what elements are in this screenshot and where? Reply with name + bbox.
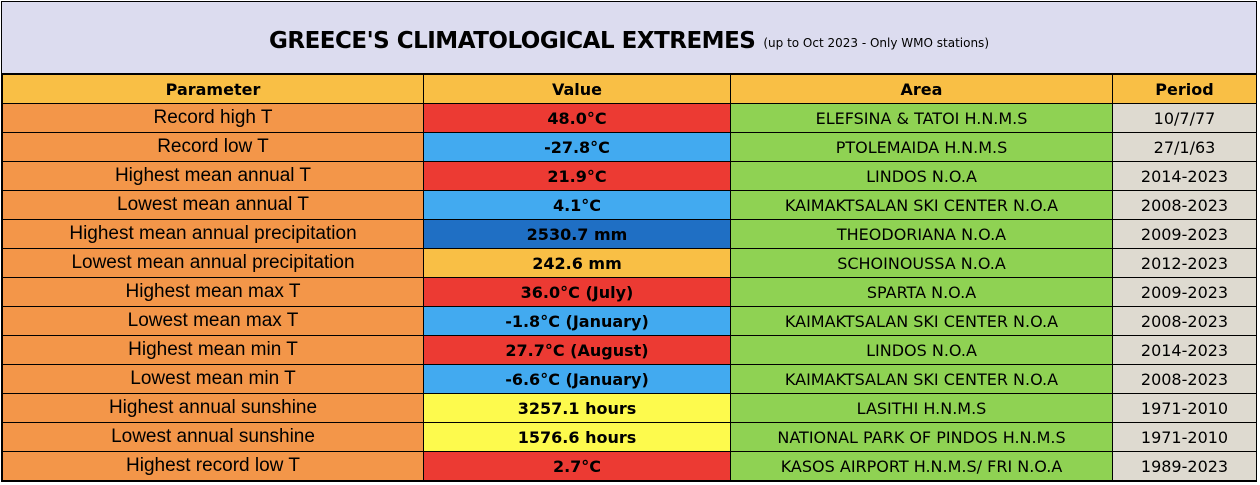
- period-cell: 2008-2023: [1112, 306, 1257, 336]
- area-cell: KAIMAKTSALAN SKI CENTER N.O.A: [730, 306, 1113, 336]
- period-cell: 2008-2023: [1112, 364, 1257, 394]
- area-cell: KAIMAKTSALAN SKI CENTER N.O.A: [730, 190, 1113, 220]
- area-cell: NATIONAL PARK OF PINDOS H.N.M.S: [730, 422, 1113, 452]
- column-header-period: Period: [1112, 74, 1257, 104]
- parameter-cell: Lowest mean min T: [2, 364, 424, 394]
- period-cell: 1971-2010: [1112, 393, 1257, 423]
- table-row: Highest annual sunshine 3257.1 hours LASIT…: [2, 393, 1257, 423]
- table-row: Highest mean min T 27.7°C (August) LINDOS …: [2, 335, 1257, 365]
- period-cell: 2008-2023: [1112, 190, 1257, 220]
- area-cell: PTOLEMAIDA H.N.M.S: [730, 132, 1113, 162]
- period-cell: 1989-2023: [1112, 451, 1257, 481]
- area-cell: ELEFSINA & TATOI H.N.M.S: [730, 103, 1113, 133]
- parameter-cell: Lowest mean max T: [2, 306, 424, 336]
- period-cell: 1971-2010: [1112, 422, 1257, 452]
- table-row: Highest mean annual T 21.9°C LINDOS N.O.A 2…: [2, 161, 1257, 191]
- table-row: Highest mean max T 36.0°C (July) SPARTA N.…: [2, 277, 1257, 307]
- area-cell: KASOS AIRPORT H.N.M.S/ FRI N.O.A: [730, 451, 1113, 481]
- parameter-cell: Highest mean annual T: [2, 161, 424, 191]
- value-cell: 1576.6 hours: [423, 422, 731, 452]
- value-cell: -6.6°C (January): [423, 364, 731, 394]
- parameter-cell: Record low T: [2, 132, 424, 162]
- value-cell: 27.7°C (August): [423, 335, 731, 365]
- table-row: Record low T -27.8°C PTOLEMAIDA H.N.M.S 27/…: [2, 132, 1257, 162]
- value-cell: 21.9°C: [423, 161, 731, 191]
- value-cell: 3257.1 hours: [423, 393, 731, 423]
- table-row: Lowest mean min T -6.6°C (January) KAIMAKT…: [2, 364, 1257, 394]
- sheet-title-note: (up to Oct 2023 - Only WMO stations): [763, 35, 989, 50]
- parameter-cell: Highest annual sunshine: [2, 393, 424, 423]
- parameter-cell: Highest mean max T: [2, 277, 424, 307]
- parameter-cell: Highest mean min T: [2, 335, 424, 365]
- area-cell: KAIMAKTSALAN SKI CENTER N.O.A: [730, 364, 1113, 394]
- area-cell: SPARTA N.O.A: [730, 277, 1113, 307]
- value-cell: 2.7°C: [423, 451, 731, 481]
- table-row: Lowest annual sunshine 1576.6 hours NATION…: [2, 422, 1257, 452]
- value-cell: 36.0°C (July): [423, 277, 731, 307]
- area-cell: LINDOS N.O.A: [730, 161, 1113, 191]
- area-cell: SCHOINOUSSA N.O.A: [730, 248, 1113, 278]
- table-row: Lowest mean max T -1.8°C (January) KAIMAKT…: [2, 306, 1257, 336]
- period-cell: 2014-2023: [1112, 335, 1257, 365]
- title-bar: GREECE'S CLIMATOLOGICAL EXTREMES (up to …: [2, 2, 1256, 74]
- parameter-cell: Highest record low T: [2, 451, 424, 481]
- column-header-parameter: Parameter: [2, 74, 424, 104]
- area-cell: LASITHI H.N.M.S: [730, 393, 1113, 423]
- value-cell: -1.8°C (January): [423, 306, 731, 336]
- period-cell: 10/7/77: [1112, 103, 1257, 133]
- parameter-cell: Lowest mean annual precipitation: [2, 248, 424, 278]
- table-row: Record high T 48.0°C ELEFSINA & TATOI H.N.…: [2, 103, 1257, 133]
- column-header-value: Value: [423, 74, 731, 104]
- table-body: Record high T 48.0°C ELEFSINA & TATOI H.N.…: [2, 103, 1257, 481]
- period-cell: 27/1/63: [1112, 132, 1257, 162]
- value-cell: -27.8°C: [423, 132, 731, 162]
- table-row: Lowest mean annual precipitation 242.6 mm…: [2, 248, 1257, 278]
- table-row: Lowest mean annual T 4.1°C KAIMAKTSALAN SK…: [2, 190, 1257, 220]
- parameter-cell: Highest mean annual precipitation: [2, 219, 424, 249]
- value-cell: 242.6 mm: [423, 248, 731, 278]
- parameter-cell: Lowest annual sunshine: [2, 422, 424, 452]
- extremes-table: Parameter Value Area Period Record high …: [2, 74, 1257, 481]
- table-row: Highest mean annual precipitation 2530.7 …: [2, 219, 1257, 249]
- column-header-area: Area: [730, 74, 1113, 104]
- period-cell: 2014-2023: [1112, 161, 1257, 191]
- table-row: Highest record low T 2.7°C KASOS AIRPORT H…: [2, 451, 1257, 481]
- area-cell: THEODORIANA N.O.A: [730, 219, 1113, 249]
- period-cell: 2009-2023: [1112, 277, 1257, 307]
- period-cell: 2009-2023: [1112, 219, 1257, 249]
- parameter-cell: Record high T: [2, 103, 424, 133]
- value-cell: 4.1°C: [423, 190, 731, 220]
- header-row: Parameter Value Area Period: [2, 74, 1257, 104]
- parameter-cell: Lowest mean annual T: [2, 190, 424, 220]
- sheet-title: GREECE'S CLIMATOLOGICAL EXTREMES: [269, 27, 756, 54]
- value-cell: 48.0°C: [423, 103, 731, 133]
- period-cell: 2012-2023: [1112, 248, 1257, 278]
- area-cell: LINDOS N.O.A: [730, 335, 1113, 365]
- value-cell: 2530.7 mm: [423, 219, 731, 249]
